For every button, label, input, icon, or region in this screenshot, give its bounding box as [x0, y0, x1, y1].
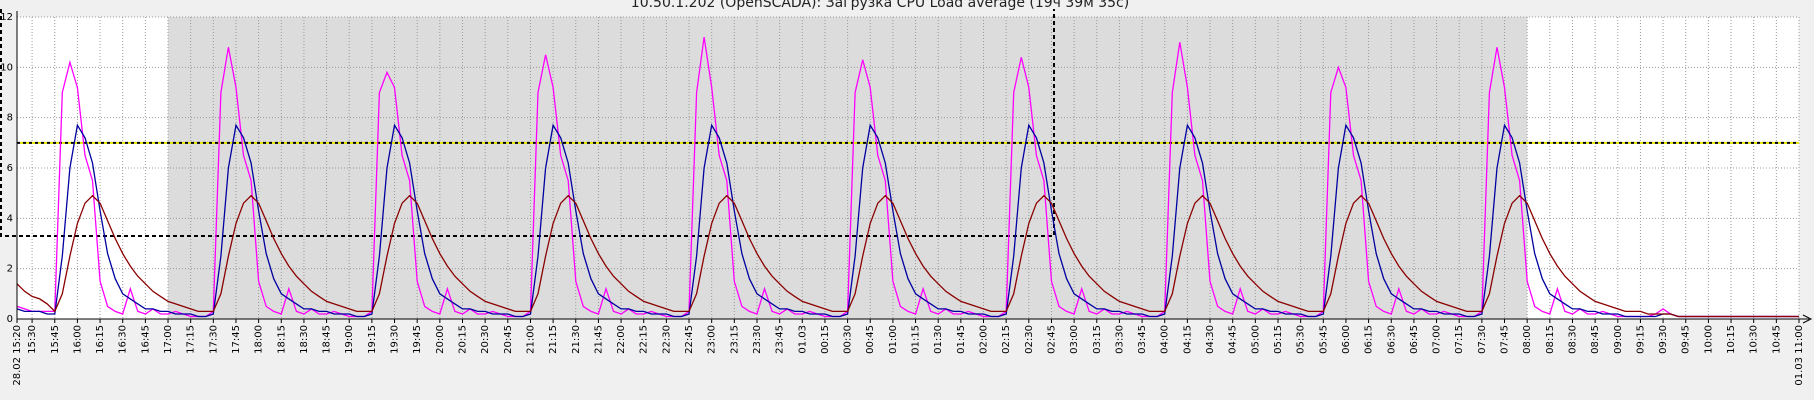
x-tick-label: 23:30: [752, 325, 763, 354]
x-tick-label: 02:00: [979, 325, 990, 354]
x-tick-label: 15:45: [50, 325, 61, 354]
x-tick-label: 16:30: [118, 325, 129, 354]
x-tick-label: 08:15: [1545, 325, 1556, 354]
x-tick-label: 07:00: [1432, 325, 1443, 354]
x-tick-label: 23:15: [729, 325, 740, 354]
dashed-box: [0, 9, 1055, 237]
x-tick-label: 03:45: [1137, 325, 1148, 354]
x-tick-label: 19:00: [344, 325, 355, 354]
x-tick-label: 08:30: [1567, 325, 1578, 354]
x-tick-label: 17:30: [208, 325, 219, 354]
x-tick-label: 06:30: [1386, 325, 1397, 354]
series-line: [16, 37, 1799, 318]
x-tick-label: 18:30: [299, 325, 310, 354]
x-tick-label: 01:15: [911, 325, 922, 354]
x-axis-arrow: [1802, 314, 1813, 324]
x-tick-label: 05:30: [1296, 325, 1307, 354]
x-tick-label: 00:45: [865, 325, 876, 354]
x-tick-label: 16:15: [95, 325, 106, 354]
x-tick-label: 04:30: [1205, 325, 1216, 354]
x-tick-label: 10:15: [1726, 325, 1737, 354]
x-tick-label: 15:30: [27, 325, 38, 354]
x-tick-label: 06:15: [1364, 325, 1375, 354]
x-tick-label: 17:15: [186, 325, 197, 354]
series-line: [16, 123, 1799, 318]
x-tick-label: 23:00: [707, 325, 718, 354]
x-tick-label: 05:15: [1273, 325, 1284, 354]
x-tick-label: 03:00: [1069, 325, 1080, 354]
x-tick-label: 00:15: [820, 325, 831, 354]
x-tick-label: 08:00: [1522, 325, 1533, 354]
x-tick-label: 04:15: [1182, 325, 1193, 354]
x-tick-label: 02:15: [1001, 325, 1012, 354]
x-tick-label: 01:30: [933, 325, 944, 354]
x-tick-label: 22:45: [684, 325, 695, 354]
x-tick-label: 07:15: [1454, 325, 1465, 354]
x-tick-label: 20:15: [458, 325, 469, 354]
x-tick-label: 01:00: [888, 325, 899, 354]
y-tick-label: 10: [0, 62, 13, 73]
x-tick-label: 23:45: [775, 325, 786, 354]
x-tick-label: 09:45: [1681, 325, 1692, 354]
x-tick-label: 19:45: [412, 325, 423, 354]
x-tick-label: 09:30: [1658, 325, 1669, 354]
x-tick-label: 21:45: [593, 325, 604, 354]
x-tick-label: 10:30: [1749, 325, 1760, 354]
x-tick-label: 01:45: [956, 325, 967, 354]
x-tick-label: 18:15: [276, 325, 287, 354]
x-tick-label: 17:45: [231, 325, 242, 354]
x-tick-label: 06:45: [1409, 325, 1420, 354]
x-tick-label: 09:00: [1613, 325, 1624, 354]
x-tick-label: 17:00: [163, 325, 174, 354]
x-tick-label: 28.02 15:20: [12, 325, 23, 386]
x-tick-label: 22:00: [616, 325, 627, 354]
x-tick-label: 18:45: [322, 325, 333, 354]
chart-title: 10.50.1.202 (OpenSCADA): Загрузка CPU Lo…: [631, 0, 1129, 11]
x-tick-label: 04:45: [1228, 325, 1239, 354]
y-tick-label: 0: [7, 314, 13, 325]
x-tick-label: 16:00: [72, 325, 83, 354]
x-tick-label: 10:45: [1771, 325, 1782, 354]
x-tick-label: 20:00: [435, 325, 446, 354]
x-tick-label: 22:15: [639, 325, 650, 354]
x-tick-label: 04:00: [1160, 325, 1171, 354]
x-tick-label: 05:00: [1250, 325, 1261, 354]
x-tick-label: 20:45: [503, 325, 514, 354]
x-tick-label: 21:30: [571, 325, 582, 354]
x-tick-label: 20:30: [480, 325, 491, 354]
series-line: [16, 194, 1799, 318]
x-tick-label: 02:30: [1024, 325, 1035, 354]
x-tick-label: 02:45: [1046, 325, 1057, 354]
y-tick-label: 2: [7, 264, 13, 275]
x-tick-label: 18:00: [254, 325, 265, 354]
x-tick-label: 01.03 11:00: [1794, 325, 1805, 386]
x-tick-label: 07:45: [1500, 325, 1511, 354]
x-tick-label: 08:45: [1590, 325, 1601, 354]
y-tick-label: 4: [7, 213, 13, 224]
x-tick-label: 19:15: [367, 325, 378, 354]
x-tick-label: 09:15: [1635, 325, 1646, 354]
x-tick-label: 01.03: [797, 325, 808, 354]
x-tick-label: 07:30: [1477, 325, 1488, 354]
x-tick-label: 03:15: [1092, 325, 1103, 354]
x-tick-label: 21:00: [525, 325, 536, 354]
x-tick-label: 03:30: [1114, 325, 1125, 354]
x-tick-label: 21:15: [548, 325, 559, 354]
x-tick-label: 16:45: [140, 325, 151, 354]
x-tick-label: 22:30: [661, 325, 672, 354]
y-tick-label: 8: [7, 113, 13, 124]
x-tick-label: 19:30: [390, 325, 401, 354]
y-tick-label: 12: [0, 12, 13, 23]
x-tick-label: 00:30: [843, 325, 854, 354]
x-tick-label: 06:00: [1341, 325, 1352, 354]
y-tick-label: 6: [7, 163, 13, 174]
x-tick-label: 10:00: [1703, 325, 1714, 354]
x-tick-label: 05:45: [1318, 325, 1329, 354]
